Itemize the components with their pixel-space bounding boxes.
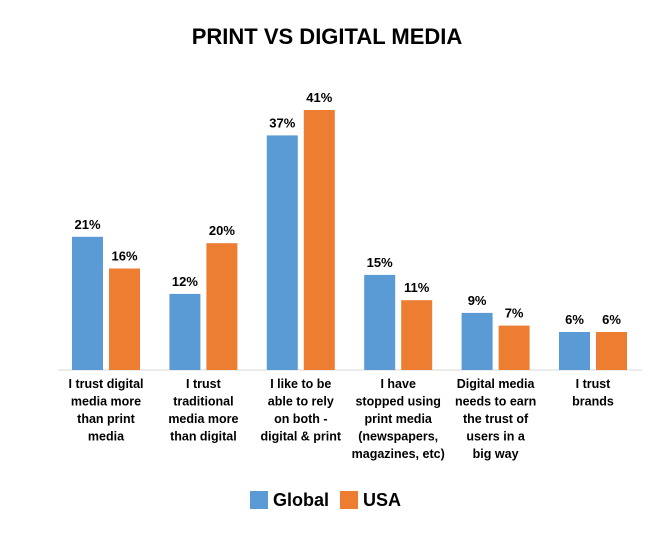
data-label-global-5: 6%: [565, 312, 584, 327]
category-label-2-line-0: I like to be: [270, 377, 331, 391]
bar-global-4: [461, 312, 493, 370]
bar-global-2: [266, 135, 298, 370]
legend-label-usa: USA: [363, 490, 401, 510]
category-label-0-line-0: I trust digital: [69, 377, 144, 391]
bar-usa-0: [109, 268, 140, 370]
data-label-usa-0: 16%: [111, 249, 137, 264]
legend: Global USA: [250, 490, 401, 510]
data-label-usa-4: 7%: [505, 306, 524, 321]
category-label-1-line-3: than digital: [170, 430, 237, 444]
category-label-0-line-3: media: [88, 430, 125, 444]
category-label-3-line-4: magazines, etc): [352, 447, 445, 461]
category-label-4-line-1: needs to earn: [455, 395, 536, 409]
data-label-global-4: 9%: [468, 293, 487, 308]
category-label-1-line-0: I trust: [186, 377, 222, 391]
bar-usa-4: [498, 325, 530, 370]
category-label-4-line-0: Digital media: [457, 377, 536, 391]
category-label-2-line-1: able to rely: [268, 395, 334, 409]
bar-global-3: [364, 274, 396, 370]
bar-usa-5: [596, 332, 627, 370]
category-label-3-line-0: I have: [380, 377, 415, 391]
data-labels-group: 21% 16% 12% 20% 37% 41% 15% 11% 9% 7% 6% 6%: [74, 90, 621, 327]
bar-global-1: [169, 293, 201, 370]
data-label-usa-3: 11%: [404, 280, 430, 295]
category-label-3-line-2: print media: [365, 412, 433, 426]
category-label-4-line-3: users in a: [466, 430, 525, 444]
legend-swatch-global: [250, 491, 268, 509]
bar-global-5: [559, 332, 590, 370]
legend-label-global: Global: [273, 490, 329, 510]
chart-title: PRINT VS DIGITAL MEDIA: [192, 24, 463, 49]
data-label-global-2: 37%: [269, 115, 295, 130]
category-label-2-line-2: on both -: [274, 412, 327, 426]
category-label-0-line-2: than print: [77, 412, 135, 426]
bars-group: [72, 110, 627, 370]
category-label-4-line-2: the trust of: [463, 412, 529, 426]
category-label-0-line-1: media more: [71, 395, 141, 409]
data-label-usa-2: 41%: [306, 90, 332, 105]
bar-global-0: [72, 236, 103, 370]
data-label-usa-1: 20%: [209, 223, 235, 238]
data-label-global-3: 15%: [367, 255, 393, 270]
bar-usa-1: [206, 243, 238, 370]
category-label-2-line-3: digital & print: [261, 430, 342, 444]
data-label-global-1: 12%: [172, 274, 198, 289]
category-labels-group: I trust digital media more than print media…: [69, 377, 614, 461]
category-label-4-line-4: big way: [473, 447, 519, 461]
category-label-5-line-1: brands: [572, 395, 614, 409]
category-label-3-line-3: (newspapers,: [358, 430, 438, 444]
category-label-5-line-0: I trust: [576, 377, 612, 391]
legend-swatch-usa: [340, 491, 358, 509]
category-label-1-line-1: traditional: [173, 395, 233, 409]
bar-usa-3: [401, 300, 433, 370]
category-label-1-line-2: media more: [168, 412, 238, 426]
data-label-global-0: 21%: [74, 217, 100, 232]
category-label-3-line-1: stopped using: [355, 395, 440, 409]
data-label-usa-5: 6%: [602, 312, 621, 327]
bar-usa-2: [303, 110, 335, 370]
